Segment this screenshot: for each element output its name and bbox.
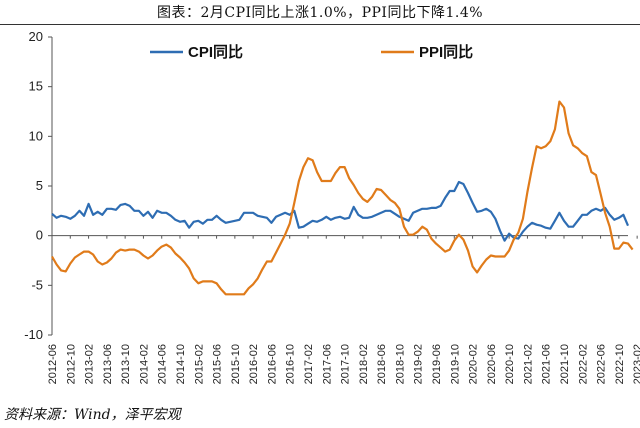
x-tick-label: 2021-02 — [522, 344, 534, 384]
legend: CPI同比 PPI同比 — [150, 43, 473, 61]
x-tick-label: 2022-02 — [577, 344, 589, 384]
x-tick-label: 2017-10 — [340, 344, 352, 384]
x-tick-label: 2015-10 — [230, 344, 242, 384]
x-tick-label: 2014-10 — [175, 344, 187, 384]
x-tick-label: 2023-02 — [632, 344, 640, 384]
cpi-legend-label: CPI同比 — [188, 43, 243, 61]
x-tick-label: 2015-02 — [193, 344, 205, 384]
x-tick-label: 2022-06 — [596, 344, 608, 384]
title-rule — [0, 24, 640, 25]
x-tick-label: 2018-10 — [394, 344, 406, 384]
x-tick-label: 2020-10 — [504, 344, 516, 384]
x-tick-label: 2015-06 — [212, 344, 224, 384]
x-tick-label: 2019-06 — [431, 344, 443, 384]
y-tick-label: 10 — [29, 128, 43, 143]
x-tick-label: 2016-02 — [248, 344, 260, 384]
x-tick-label: 2016-10 — [285, 344, 297, 384]
y-tick-label: -10 — [24, 327, 43, 342]
ppi-series-line — [51, 100, 634, 296]
series-layer — [51, 100, 634, 296]
x-tick-label: 2022-10 — [614, 344, 626, 384]
x-tick-label: 2020-02 — [468, 344, 480, 384]
x-tick-label: 2016-06 — [266, 344, 278, 384]
x-tick-label: 2017-06 — [321, 344, 333, 384]
x-tick-label: 2021-06 — [541, 344, 553, 384]
x-tick-label: 2019-02 — [413, 344, 425, 384]
chart-title: 图表：2月CPI同比上涨1.0%，PPI同比下降1.4% — [156, 5, 484, 21]
x-tick-label: 2021-10 — [559, 344, 571, 384]
x-tick-label: 2017-02 — [303, 344, 315, 384]
x-tick-label: 2014-06 — [157, 344, 169, 384]
y-tick-label: -5 — [31, 277, 43, 292]
cpi-series-line — [51, 180, 630, 242]
x-tick-label: 2013-10 — [120, 344, 132, 384]
y-tick-label: 20 — [29, 29, 43, 44]
x-tick-label: 2018-06 — [376, 344, 388, 384]
x-tick-label: 2012-10 — [65, 344, 77, 384]
axes: 20 15 10 5 0 -5 -10 2012-06 2012-10 2013-02 2013-0… — [24, 29, 640, 384]
x-tick-label: 2019-10 — [449, 344, 461, 384]
ppi-legend-label: PPI同比 — [419, 43, 473, 61]
x-tick-label: 2013-06 — [102, 344, 114, 384]
x-tick-label: 2014-02 — [138, 344, 150, 384]
y-tick-label: 0 — [36, 228, 43, 243]
x-tick-label: 2020-06 — [486, 344, 498, 384]
x-tick-label: 2018-02 — [358, 344, 370, 384]
x-tick-label: 2013-02 — [84, 344, 96, 384]
x-tick-label: 2012-06 — [47, 344, 59, 384]
y-tick-label: 5 — [36, 178, 43, 193]
source-note: 资料来源：Wind，泽平宏观 — [4, 407, 181, 423]
line-chart: 20 15 10 5 0 -5 -10 2012-06 2012-10 2013-02 2013-0… — [24, 29, 640, 384]
y-tick-label: 15 — [29, 79, 43, 94]
